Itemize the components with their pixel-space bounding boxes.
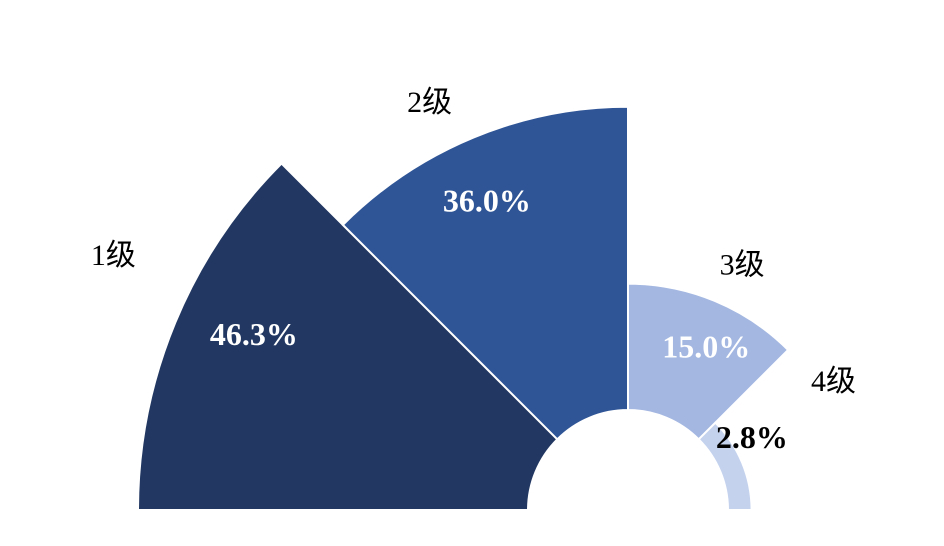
- rose-slice: [627, 282, 790, 441]
- rose-slice: [136, 162, 559, 511]
- category-label: 3级: [720, 248, 765, 281]
- value-label: 2.8%: [716, 419, 788, 455]
- value-label: 46.3%: [210, 316, 298, 352]
- value-label: 36.0%: [443, 182, 531, 218]
- value-label: 15.0%: [662, 328, 750, 364]
- category-label: 1级: [91, 239, 136, 272]
- category-label: 4级: [811, 365, 856, 398]
- category-label: 2级: [407, 86, 452, 119]
- rose-slice: [697, 421, 753, 511]
- rose-slice: [341, 105, 629, 441]
